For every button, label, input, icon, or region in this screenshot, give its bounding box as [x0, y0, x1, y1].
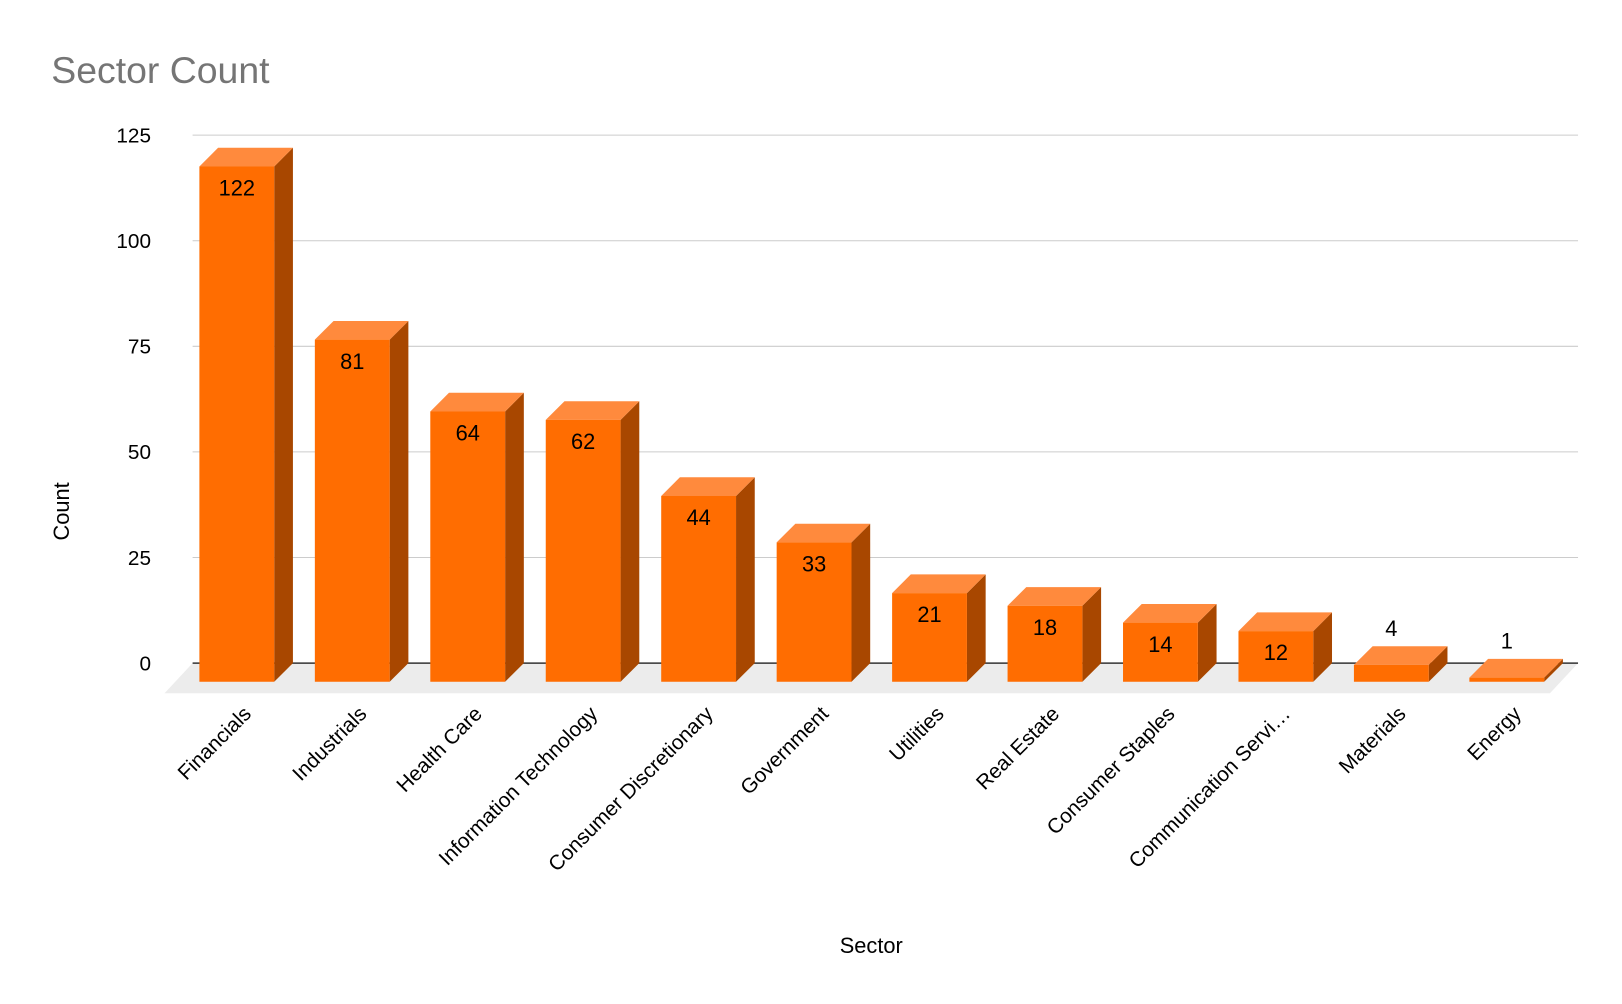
bar: [1469, 658, 1563, 682]
bar-front: [661, 495, 737, 682]
bar: [661, 477, 755, 682]
x-axis-title: Sector: [840, 933, 903, 958]
bar: [430, 392, 524, 682]
bar-side: [505, 392, 524, 682]
bar-top: [776, 523, 871, 543]
bar-top: [199, 147, 293, 167]
value-label: 14: [1148, 632, 1172, 657]
bar-side: [1428, 646, 1448, 682]
bar: [776, 523, 871, 682]
value-label: 21: [917, 602, 941, 627]
value-label: 33: [802, 552, 826, 577]
bar-top: [1007, 587, 1102, 606]
bar-front: [314, 339, 390, 682]
bar-front: [1238, 631, 1314, 682]
value-label: 18: [1033, 615, 1057, 640]
value-label: 64: [456, 421, 480, 446]
y-tick-label: 50: [128, 441, 151, 464]
bar: [1007, 587, 1102, 682]
value-label: 81: [340, 349, 364, 374]
bar-top: [1123, 603, 1217, 623]
bar-front: [892, 593, 967, 682]
bar: [545, 401, 640, 682]
chart-title: Sector Count: [51, 49, 270, 91]
bar-front: [430, 411, 506, 682]
bar-top: [661, 477, 755, 496]
y-tick-label: 125: [116, 124, 151, 147]
y-tick-label: 0: [139, 652, 151, 675]
value-label: 12: [1264, 640, 1288, 665]
value-label: 4: [1385, 616, 1397, 641]
y-tick-label: 25: [128, 547, 151, 570]
bar-side: [1082, 587, 1102, 682]
bar-front: [1469, 677, 1545, 682]
bar-side: [620, 401, 640, 682]
bar-top: [545, 401, 640, 420]
bar-front: [1353, 664, 1429, 682]
bar-side: [274, 147, 293, 682]
bar-side: [851, 523, 871, 682]
bar: [314, 320, 409, 682]
bar-side: [1197, 603, 1217, 682]
bar-front: [1007, 605, 1083, 682]
y-axis-title: Count: [49, 482, 74, 540]
bar-side: [1544, 658, 1563, 682]
bar: [1123, 603, 1217, 682]
bar: [1238, 612, 1333, 682]
value-label: 122: [219, 176, 255, 201]
bar-top: [1469, 658, 1563, 678]
bar-front: [545, 419, 621, 682]
floor: [164, 663, 1579, 694]
bar-front: [1123, 622, 1198, 682]
bar-top: [1353, 646, 1448, 665]
bar-top: [314, 320, 409, 340]
bar-top: [430, 392, 524, 412]
value-label: 44: [686, 505, 710, 530]
bar-side: [966, 574, 986, 682]
bar-front: [776, 542, 852, 682]
y-tick-label: 100: [116, 230, 151, 253]
bar-top: [892, 574, 986, 594]
bar-side: [389, 320, 409, 682]
bar: [1353, 646, 1448, 682]
value-label: 62: [571, 429, 595, 454]
bar: [892, 574, 986, 682]
bar-side: [1313, 612, 1333, 682]
y-tick-label: 75: [128, 336, 151, 359]
bar-side: [736, 477, 755, 682]
value-label: 1: [1501, 628, 1513, 653]
bar-top: [1238, 612, 1333, 632]
bar: [199, 147, 293, 682]
bar-front: [199, 166, 275, 682]
